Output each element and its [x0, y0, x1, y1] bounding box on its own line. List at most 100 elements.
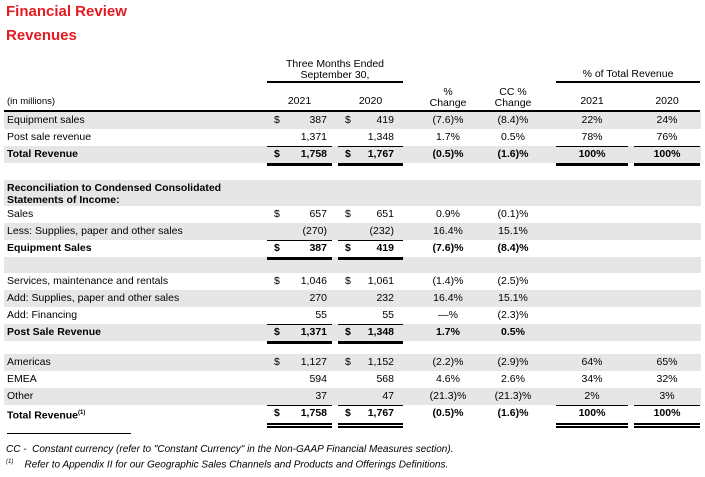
rule: [267, 423, 332, 425]
rule: [267, 341, 332, 344]
cell-d2: $: [345, 407, 351, 419]
cell-v1: 1,046: [300, 275, 327, 287]
cell-p1: 22%: [581, 114, 603, 126]
cell-v1: 1,371: [300, 326, 327, 338]
row-label: Services, maintenance and rentals: [7, 273, 168, 290]
rule: [556, 426, 628, 428]
col-cc-change: CC % Change: [483, 87, 543, 109]
header-text: CC %: [499, 86, 527, 98]
table-row: Add: Financing 55 55 —% (2.3)%: [4, 307, 701, 324]
header-rule: [4, 110, 700, 112]
row-label-text: Total Revenue: [7, 409, 78, 422]
period-header-line1: Three Months Ended: [285, 58, 385, 70]
rule: [338, 257, 403, 260]
cell-v2: 1,152: [367, 356, 394, 368]
rule: [338, 240, 403, 241]
cell-d1: $: [274, 208, 280, 220]
footnote-mark: CC -: [6, 444, 27, 455]
cell-p1: 100%: [578, 407, 606, 419]
recon-header: Reconciliation to Condensed Consolidated…: [7, 182, 221, 206]
cell-d1: $: [274, 326, 280, 338]
footnote-1: (1) Refer to Appendix II for our Geograp…: [6, 459, 448, 470]
header-text: %: [443, 86, 453, 98]
cell-chg: (1.4)%: [432, 275, 464, 287]
cell-p2: 65%: [656, 356, 678, 368]
cell-d1: $: [274, 148, 280, 160]
cell-chg: —%: [438, 309, 458, 321]
cell-v1: 1,371: [300, 131, 327, 143]
cell-d1: $: [274, 407, 280, 419]
cell-v1: 1,758: [300, 407, 327, 419]
row-label: Post sale revenue: [7, 129, 91, 146]
cell-cc: (0.1)%: [497, 208, 529, 220]
cell-v2: 419: [376, 114, 394, 126]
cell-p1: 64%: [581, 356, 603, 368]
cell-chg: 16.4%: [433, 292, 463, 304]
header-text: Change: [494, 97, 532, 109]
cell-chg: (21.3)%: [429, 390, 467, 402]
cell-v2: 232: [376, 292, 394, 304]
row-label: Equipment sales: [7, 112, 85, 129]
cell-p1: 100%: [578, 148, 606, 160]
cell-v2: 1,767: [367, 148, 394, 160]
units-label: (in millions): [7, 96, 56, 107]
pct-total-header: % of Total Revenue: [582, 68, 674, 80]
cell-chg: (7.6)%: [432, 242, 464, 254]
cell-cc: (2.9)%: [497, 356, 529, 368]
rule: [556, 405, 628, 406]
row-label-text: Add: Supplies, paper and other sales: [7, 292, 180, 304]
footnote-mark: (1): [6, 459, 14, 465]
cell-cc: (1.6)%: [497, 407, 529, 419]
rule: [634, 405, 700, 406]
cell-cc: 15.1%: [498, 292, 528, 304]
cell-cc: (2.5)%: [497, 275, 529, 287]
table-row: Equipment Sales $387 $419 (7.6)% (8.4)%: [4, 240, 701, 257]
row-label: Less: Supplies, paper and other sales: [7, 223, 183, 240]
cell-v2: 1,061: [367, 275, 394, 287]
cell-p2: 32%: [656, 373, 678, 385]
cell-v1: 657: [309, 208, 327, 220]
row-label-text: Services, maintenance and rentals: [7, 275, 169, 287]
cell-chg: 16.4%: [433, 225, 463, 237]
cell-v2: 1,348: [367, 326, 394, 338]
cell-p1: 78%: [581, 131, 603, 143]
row-label-text: Total Revenue: [7, 148, 78, 160]
rule: [634, 423, 700, 425]
row-label-text: Equipment Sales: [7, 242, 92, 254]
rule: [338, 426, 403, 428]
row-label: Total Revenue(1): [7, 405, 85, 425]
row-label: Add: Financing: [7, 307, 77, 324]
rule: [556, 81, 700, 83]
rule: [267, 146, 332, 147]
cell-d2: $: [345, 356, 351, 368]
cell-chg: (0.5)%: [432, 407, 464, 419]
rule: [634, 163, 700, 166]
cell-cc: 0.5%: [501, 326, 525, 338]
rule: [634, 146, 700, 147]
cell-v2: 651: [376, 208, 394, 220]
cell-v1: 55: [315, 309, 327, 321]
row-label: Post Sale Revenue: [7, 324, 101, 341]
row-label: Other: [7, 388, 33, 405]
rule: [267, 426, 332, 428]
rule: [556, 163, 628, 166]
col-2020: 2020: [358, 95, 383, 107]
cell-cc: (21.3)%: [494, 390, 532, 402]
footnote-rule: [7, 433, 131, 434]
table-row: Sales $657 $651 0.9% (0.1)%: [4, 206, 701, 223]
col-2021: 2021: [287, 95, 312, 107]
cell-chg: (0.5)%: [432, 148, 464, 160]
section-title: Financial Review: [6, 3, 127, 20]
rule: [338, 146, 403, 147]
row-label-text: Americas: [7, 356, 51, 368]
cell-chg: 1.7%: [436, 326, 460, 338]
table-row: Services, maintenance and rentals $1,046 $…: [4, 273, 701, 290]
cell-cc: (1.6)%: [497, 148, 529, 160]
row-label: EMEA: [7, 371, 37, 388]
cell-v1: 37: [315, 390, 327, 402]
cell-v2: 419: [376, 242, 394, 254]
cell-v2: (232): [369, 225, 394, 237]
cell-v2: 1,767: [367, 407, 394, 419]
col-pct-change: % Change: [418, 87, 478, 109]
cell-cc: 0.5%: [501, 131, 525, 143]
